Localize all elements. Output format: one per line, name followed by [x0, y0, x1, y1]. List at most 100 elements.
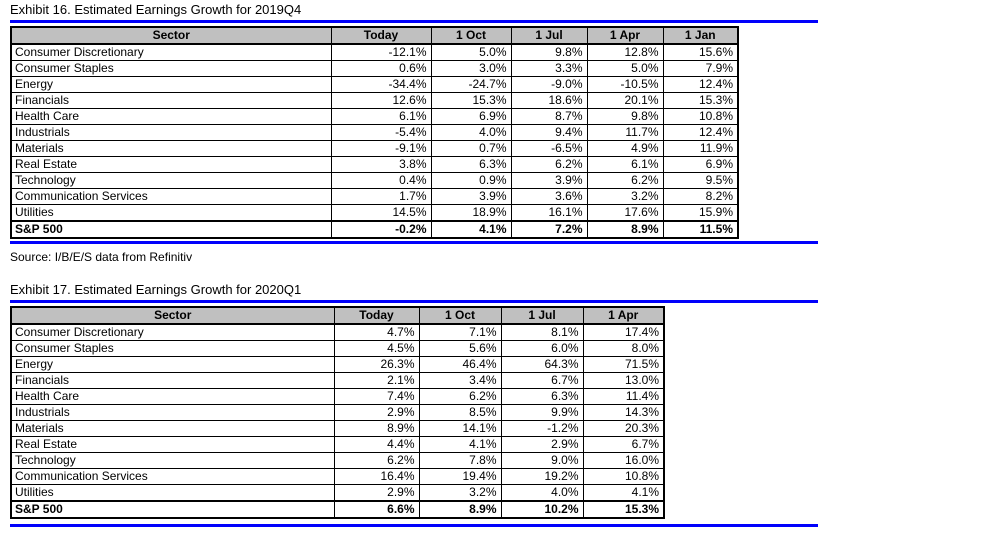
- table-row: Materials 8.9% 14.1% -1.2% 20.3%: [10, 420, 665, 437]
- value-cell: 6.7%: [500, 372, 584, 389]
- table-row: Communication Services 16.4% 19.4% 19.2% 10.…: [10, 468, 665, 485]
- value-cell: 6.2%: [418, 388, 502, 405]
- exhibit-16-section: Exhibit 16. Estimated Earnings Growth fo…: [10, 3, 989, 264]
- source-note: Source: I/B/E/S data from Refinitiv: [10, 250, 193, 264]
- value-cell: 15.3%: [662, 92, 739, 109]
- value-cell: -10.5%: [586, 76, 664, 93]
- table-row: Financials 12.6% 15.3% 18.6% 20.1% 15.3%: [10, 92, 739, 109]
- table-row: Industrials -5.4% 4.0% 9.4% 11.7% 12.4%: [10, 124, 739, 141]
- value-cell: -34.4%: [330, 76, 432, 93]
- value-cell: 6.6%: [333, 500, 420, 519]
- value-cell: 3.3%: [510, 60, 588, 77]
- column-header-1apr: 1 Apr: [582, 306, 665, 325]
- value-cell: 9.8%: [510, 43, 588, 61]
- value-cell: 18.9%: [430, 204, 512, 222]
- value-cell: 0.7%: [430, 140, 512, 157]
- title-underline-rule: [10, 20, 818, 23]
- value-cell: -6.5%: [510, 140, 588, 157]
- value-cell: -12.1%: [330, 43, 432, 61]
- value-cell: 8.9%: [586, 220, 664, 239]
- sector-cell: Health Care: [10, 388, 335, 405]
- value-cell: 8.5%: [418, 404, 502, 421]
- value-cell: 3.2%: [586, 188, 664, 205]
- sector-cell: Technology: [10, 452, 335, 469]
- sector-cell: Communication Services: [10, 468, 335, 485]
- table-row: Technology 6.2% 7.8% 9.0% 16.0%: [10, 452, 665, 469]
- title-underline-rule: [10, 300, 818, 303]
- sector-cell: Consumer Discretionary: [10, 323, 335, 341]
- column-header-sector: Sector: [10, 26, 332, 45]
- value-cell: -9.1%: [330, 140, 432, 157]
- value-cell: 10.8%: [582, 468, 665, 485]
- value-cell: 10.8%: [662, 108, 739, 125]
- table-row: Financials 2.1% 3.4% 6.7% 13.0%: [10, 372, 665, 389]
- value-cell: 4.9%: [586, 140, 664, 157]
- value-cell: 7.8%: [418, 452, 502, 469]
- value-cell: 2.9%: [500, 436, 584, 453]
- value-cell: 9.0%: [500, 452, 584, 469]
- earnings-table-2020q1: Sector Today 1 Oct 1 Jul 1 Apr Consumer …: [10, 306, 665, 519]
- value-cell: -9.0%: [510, 76, 588, 93]
- value-cell: 6.3%: [430, 156, 512, 173]
- earnings-table-2019q4: Sector Today 1 Oct 1 Jul 1 Apr 1 Jan Con…: [10, 26, 739, 239]
- exhibit-17-section: Exhibit 17. Estimated Earnings Growth fo…: [10, 283, 989, 527]
- value-cell: 16.1%: [510, 204, 588, 222]
- value-cell: 12.4%: [662, 124, 739, 141]
- value-cell: 14.3%: [582, 404, 665, 421]
- value-cell: 26.3%: [333, 356, 420, 373]
- column-header-1jan: 1 Jan: [662, 26, 739, 45]
- table-header-row: Sector Today 1 Oct 1 Jul 1 Apr 1 Jan: [10, 26, 739, 45]
- sector-cell: Communication Services: [10, 188, 332, 205]
- value-cell: 3.2%: [418, 484, 502, 502]
- value-cell: 16.4%: [333, 468, 420, 485]
- value-cell: 15.6%: [662, 43, 739, 61]
- exhibit-17-title: Exhibit 17. Estimated Earnings Growth fo…: [10, 282, 302, 297]
- value-cell: 3.0%: [430, 60, 512, 77]
- table-row: Communication Services 1.7% 3.9% 3.6% 3.2% 8.…: [10, 188, 739, 205]
- value-cell: 11.7%: [586, 124, 664, 141]
- value-cell: 6.2%: [510, 156, 588, 173]
- table-bottom-rule: [10, 241, 818, 244]
- value-cell: 7.1%: [418, 323, 502, 341]
- document-page: Exhibit 16. Estimated Earnings Growth fo…: [10, 3, 989, 527]
- table-row: Consumer Discretionary -12.1% 5.0% 9.8% 12.8…: [10, 43, 739, 61]
- sector-cell: S&P 500: [10, 500, 335, 519]
- value-cell: 4.7%: [333, 323, 420, 341]
- table-bottom-rule: [10, 524, 818, 527]
- value-cell: 12.6%: [330, 92, 432, 109]
- sector-cell: Technology: [10, 172, 332, 189]
- sector-cell: Utilities: [10, 484, 335, 502]
- value-cell: 9.5%: [662, 172, 739, 189]
- value-cell: 11.9%: [662, 140, 739, 157]
- table-row: Consumer Discretionary 4.7% 7.1% 8.1% 17.4%: [10, 323, 665, 341]
- value-cell: 0.9%: [430, 172, 512, 189]
- value-cell: 2.9%: [333, 404, 420, 421]
- value-cell: 18.6%: [510, 92, 588, 109]
- value-cell: 4.1%: [430, 220, 512, 239]
- value-cell: 8.1%: [500, 323, 584, 341]
- value-cell: 3.6%: [510, 188, 588, 205]
- table-row: Real Estate 3.8% 6.3% 6.2% 6.1% 6.9%: [10, 156, 739, 173]
- value-cell: -1.2%: [500, 420, 584, 437]
- value-cell: 12.8%: [586, 43, 664, 61]
- sector-cell: Health Care: [10, 108, 332, 125]
- value-cell: 8.9%: [333, 420, 420, 437]
- table-row: Technology 0.4% 0.9% 3.9% 6.2% 9.5%: [10, 172, 739, 189]
- column-header-today: Today: [333, 306, 420, 325]
- value-cell: 3.8%: [330, 156, 432, 173]
- column-header-1apr: 1 Apr: [586, 26, 664, 45]
- value-cell: 14.5%: [330, 204, 432, 222]
- value-cell: 6.2%: [586, 172, 664, 189]
- value-cell: 6.7%: [582, 436, 665, 453]
- value-cell: 4.0%: [430, 124, 512, 141]
- value-cell: 6.2%: [333, 452, 420, 469]
- column-header-1jul: 1 Jul: [510, 26, 588, 45]
- value-cell: 7.2%: [510, 220, 588, 239]
- column-header-1oct: 1 Oct: [430, 26, 512, 45]
- value-cell: 8.7%: [510, 108, 588, 125]
- value-cell: 4.1%: [582, 484, 665, 502]
- value-cell: 0.4%: [330, 172, 432, 189]
- value-cell: 7.4%: [333, 388, 420, 405]
- value-cell: 3.9%: [430, 188, 512, 205]
- sector-cell: Consumer Discretionary: [10, 43, 332, 61]
